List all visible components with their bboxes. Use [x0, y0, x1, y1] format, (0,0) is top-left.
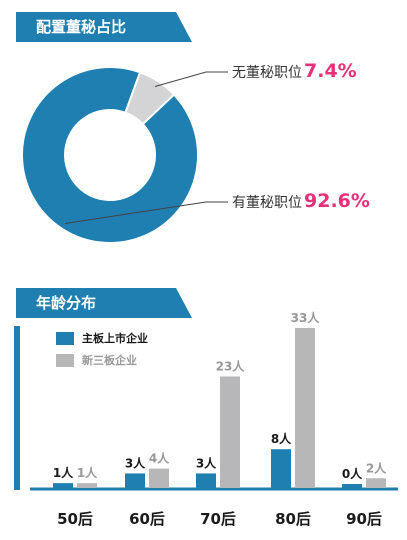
bar-90后-0 — [342, 484, 362, 488]
bar-chart: 主板上市企业 新三板企业 1人 1人 50后 3人 4人 60后 3人 23人 70后 8人 33人 80… — [0, 300, 407, 536]
bar-80后-1 — [295, 328, 315, 488]
bar-60后-0 — [125, 473, 145, 488]
bar-label-60后-0: 3人 — [125, 455, 146, 470]
section-title-age: 年龄分布 — [36, 294, 97, 312]
bar-label-70后-1: 23人 — [216, 358, 246, 373]
bar-50后-0 — [53, 483, 73, 488]
bar-label-50后-1: 1人 — [77, 465, 98, 480]
bar-label-80后-1: 33人 — [291, 310, 321, 325]
section-banner-ratio: 配置董秘占比 — [16, 12, 192, 42]
legend-swatch-1 — [56, 354, 74, 367]
bar-70后-1 — [220, 376, 240, 488]
banner-shape — [16, 288, 192, 318]
bar-label-70后-0: 3人 — [196, 455, 217, 470]
bar-label-80后-0: 8人 — [271, 431, 292, 446]
pie-slice-1 — [124, 71, 176, 126]
x-tick-label: 90后 — [346, 510, 382, 528]
slice-label-1: 无董秘职位 7.4% — [232, 60, 357, 82]
x-tick-label: 60后 — [129, 510, 165, 528]
bar-80后-0 — [271, 449, 291, 488]
leader-line-0 — [64, 201, 228, 225]
x-tick-label: 70后 — [200, 510, 236, 528]
donut-svg: 有董秘职位 92.6% 无董秘职位 7.4% — [21, 60, 370, 244]
bar-50后-1 — [77, 483, 97, 488]
section-banner-age: 年龄分布 — [16, 288, 192, 318]
bar-label-60后-1: 4人 — [149, 451, 170, 466]
bar-label-90后-1: 2人 — [366, 460, 387, 475]
left-axis-bar — [14, 326, 20, 490]
legend-swatch-0 — [56, 332, 74, 345]
x-tick-label: 80后 — [275, 510, 311, 528]
slice-label-0: 有董秘职位 92.6% — [232, 190, 370, 212]
pie-slice-0 — [21, 66, 199, 244]
bar-60后-1 — [149, 468, 169, 488]
section-title-ratio: 配置董秘占比 — [36, 18, 127, 36]
bar-label-50后-0: 1人 — [53, 465, 74, 480]
legend-label-1: 新三板企业 — [82, 353, 137, 367]
bar-label-90后-0: 0人 — [342, 466, 363, 481]
banner-shape — [16, 12, 192, 42]
legend-label-0: 主板上市企业 — [82, 331, 148, 345]
bar-70后-0 — [196, 473, 216, 488]
donut-chart: 有董秘职位 92.6% 无董秘职位 7.4% — [0, 50, 407, 260]
x-tick-label: 50后 — [57, 510, 93, 528]
bar-90后-1 — [366, 478, 386, 488]
leader-line-1 — [154, 71, 228, 87]
